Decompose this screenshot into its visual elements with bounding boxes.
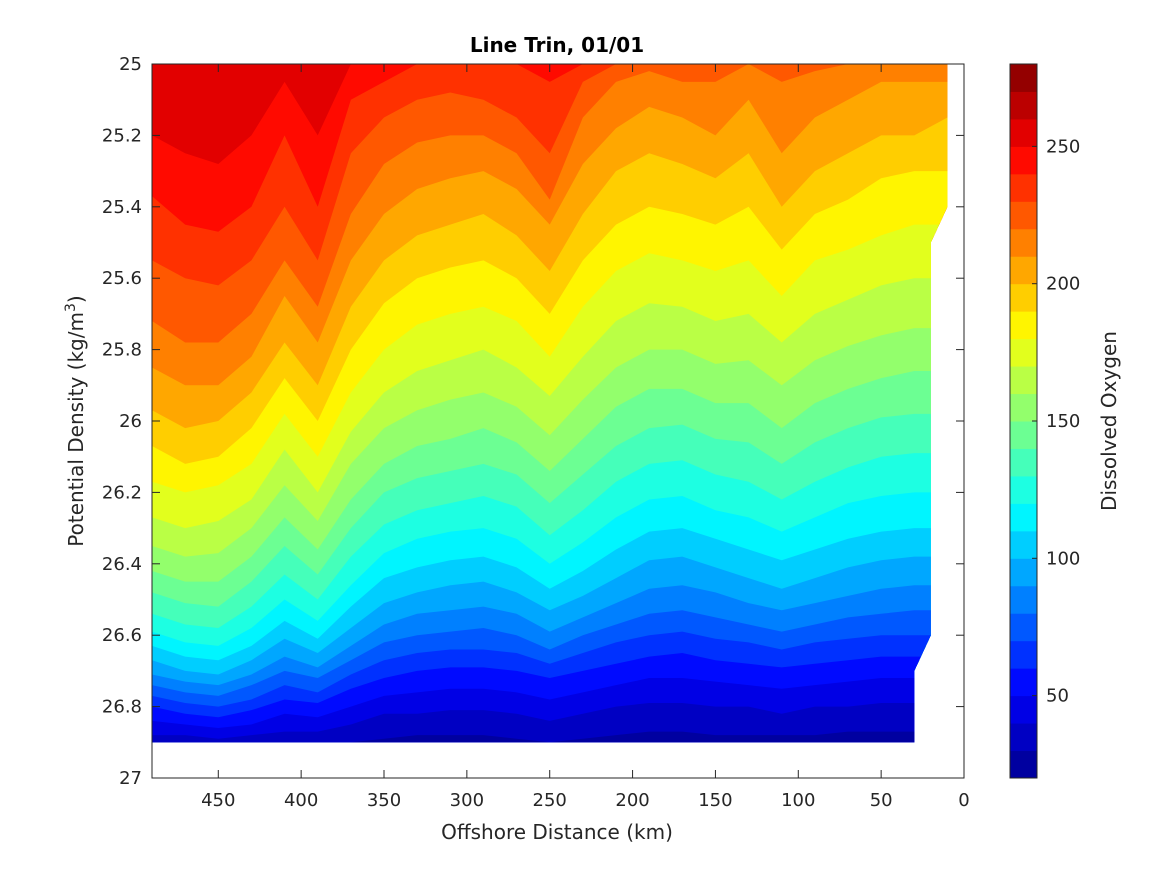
y-tick-label: 26.4 [102, 554, 142, 575]
x-tick-label: 400 [284, 790, 318, 811]
colorbar-band [1010, 613, 1037, 642]
x-tick-label: 200 [615, 790, 649, 811]
colorbar-band [1010, 558, 1037, 587]
colorbar-band [1010, 173, 1037, 202]
y-tick-label: 25.6 [102, 268, 142, 289]
y-tick-label: 26.6 [102, 625, 142, 646]
colorbar-band [1010, 585, 1037, 614]
colorbar-tick-label: 50 [1046, 686, 1069, 707]
colorbar: 50 100 150 200 250 [1009, 63, 1080, 779]
colorbar-band [1010, 366, 1037, 395]
colorbar-band [1010, 311, 1037, 340]
colorbar-band [1010, 64, 1037, 92]
y-axis-label-main: Potential Density (kg/m [64, 312, 88, 547]
contour-fill-layer [152, 64, 948, 743]
colorbar-band [1010, 201, 1037, 230]
x-tick-label: 250 [533, 790, 567, 811]
colorbar-band [1010, 146, 1037, 175]
x-tick-label: 350 [367, 790, 401, 811]
colorbar-tick-label: 100 [1046, 548, 1080, 569]
chart-title: Line Trin, 01/01 [470, 33, 644, 57]
colorbar-tick-label: 250 [1046, 136, 1080, 157]
colorbar-band [1010, 256, 1037, 285]
colorbar-band [1010, 448, 1037, 477]
colorbar-band [1010, 750, 1037, 779]
x-axis-label: Offshore Distance (km) [441, 820, 673, 844]
colorbar-band [1010, 228, 1037, 257]
colorbar-band [1010, 668, 1037, 697]
x-tick-label: 300 [450, 790, 484, 811]
colorbar-band [1010, 475, 1037, 504]
colorbar-band [1010, 338, 1037, 367]
y-axis-label-suffix: ) [64, 295, 88, 303]
y-tick-label: 25.2 [102, 125, 142, 146]
colorbar-band [1010, 91, 1037, 120]
y-axis-label: Potential Density (kg/m3) [63, 295, 88, 546]
x-tick-label: 100 [781, 790, 815, 811]
colorbar-tick-label: 200 [1046, 274, 1080, 295]
colorbar-band [1010, 503, 1037, 532]
x-tick-label: 50 [870, 790, 893, 811]
colorbar-band [1010, 640, 1037, 669]
colorbar-band [1010, 118, 1037, 147]
y-tick-label: 26 [119, 411, 142, 432]
x-tick-label: 0 [958, 790, 969, 811]
y-tick-label: 27 [119, 768, 142, 789]
x-tick-label: 450 [201, 790, 235, 811]
colorbar-band [1010, 393, 1037, 422]
colorbar-band [1010, 695, 1037, 724]
contour-data-region [152, 64, 948, 743]
colorbar-band [1010, 421, 1037, 449]
colorbar-label: Dissolved Oxygen [1097, 331, 1121, 511]
y-tick-label: 25.8 [102, 340, 142, 361]
contour-band-40 [152, 703, 948, 743]
x-tick-label: 150 [698, 790, 732, 811]
y-axis-label-superscript: 3 [63, 303, 79, 312]
y-tick-label: 26.2 [102, 482, 142, 503]
colorbar-tick-label: 150 [1046, 411, 1080, 432]
colorbar-band [1010, 723, 1037, 752]
y-tick-label: 25.4 [102, 197, 142, 218]
y-tick-label: 26.8 [102, 697, 142, 718]
colorbar-band [1010, 283, 1037, 312]
axes-layer: 450 400 350 300 250 200 150 100 50 0 25 25.2 25.4 25.… [102, 54, 970, 811]
y-tick-label: 25 [119, 54, 142, 75]
colorbar-band [1010, 530, 1037, 559]
